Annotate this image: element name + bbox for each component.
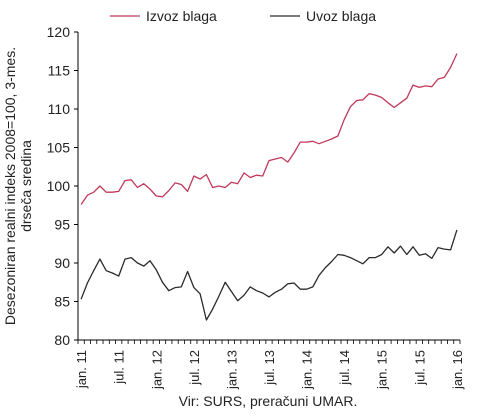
x-tick-label: jan. 15 (375, 350, 390, 390)
y-tick-label: 110 (48, 101, 71, 117)
x-tick-label: jul. 12 (187, 350, 202, 386)
x-tick-label: jan. 12 (149, 350, 164, 390)
y-tick-label: 90 (54, 255, 70, 271)
y-tick-label: 115 (48, 63, 71, 79)
x-tick-label: jan. 11 (74, 350, 89, 389)
legend-label: Uvoz blaga (306, 8, 376, 24)
y-axis-label-line-2: drseča sredina (18, 140, 34, 232)
y-tick-label: 120 (47, 24, 71, 40)
x-tick-label: jul. 13 (262, 350, 277, 386)
series-line-uvoz (80, 229, 458, 321)
axes: 80 85 90 95 100 105 110 115 120 jan. 11 jul. 11 jan… (47, 24, 465, 390)
x-tick-label: jul. 15 (412, 350, 427, 386)
series-line-izvoz (80, 53, 458, 205)
y-axis-label-line-1: Desezoniran realni indeks 2008=100, 3-me… (2, 47, 18, 325)
legend: Izvoz blaga Uvoz blaga (110, 8, 376, 24)
x-tick-label: jan. 13 (224, 350, 239, 390)
y-tick-label: 80 (54, 332, 70, 348)
legend-label: Izvoz blaga (146, 8, 217, 24)
x-tick-label: jan. 14 (300, 350, 315, 390)
x-tick-label: jul. 11 (112, 350, 127, 385)
series-group (80, 53, 458, 321)
x-tick-label: jan. 16 (450, 350, 465, 390)
y-tick-label: 85 (54, 294, 70, 310)
y-tick-label: 95 (54, 217, 70, 233)
y-tick-label: 105 (47, 140, 71, 156)
source-note: Vir: SURS, preračuni UMAR. (179, 393, 358, 409)
x-tick-label: jul. 14 (337, 350, 352, 386)
y-tick-label: 100 (47, 178, 71, 194)
